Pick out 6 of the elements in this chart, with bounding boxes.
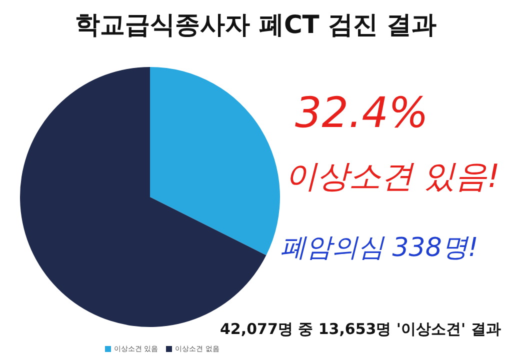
- chart-title: 학교급식종사자 폐CT 검진 결과: [74, 9, 438, 41]
- text: 폐암의심 338명!: [280, 232, 478, 265]
- text: 32.4%: [295, 88, 428, 137]
- pie-slice: [150, 67, 280, 256]
- text: 이상소견 있음!: [285, 156, 500, 197]
- text: 42,077명 중 13,653명 '이상소견' 결과: [220, 320, 501, 339]
